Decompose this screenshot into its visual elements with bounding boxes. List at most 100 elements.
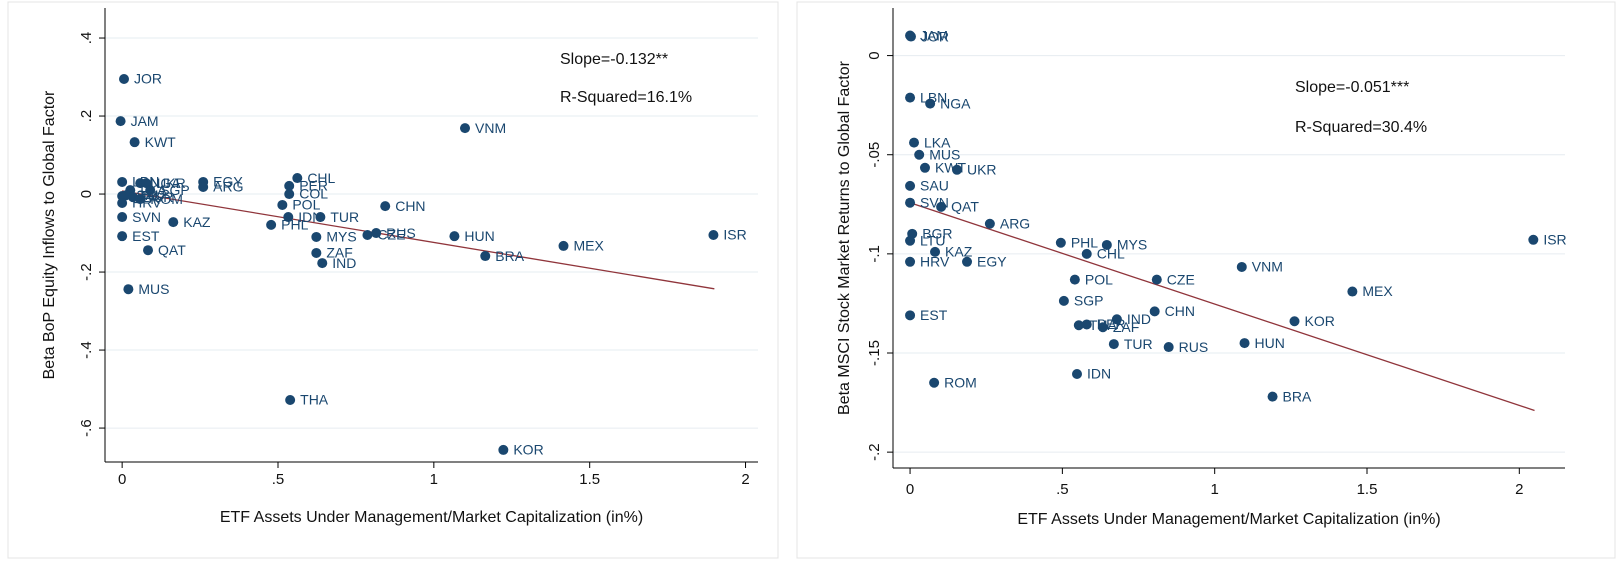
point bbox=[145, 185, 156, 196]
point bbox=[284, 180, 295, 191]
x-tick-label: .5 bbox=[1056, 481, 1069, 498]
point-label: COL bbox=[299, 186, 328, 202]
point bbox=[936, 201, 947, 212]
point-label: VNM bbox=[1252, 259, 1283, 275]
x-tick-label: 1 bbox=[430, 471, 438, 488]
point-label: BRA bbox=[1283, 388, 1312, 404]
point-label: IDN bbox=[1087, 366, 1111, 382]
point bbox=[449, 231, 460, 242]
point-label: SGP bbox=[160, 182, 190, 198]
point-label: JOR bbox=[921, 28, 949, 44]
point bbox=[115, 116, 126, 127]
y-tick-label: -.15 bbox=[866, 340, 883, 366]
fit-line bbox=[909, 202, 1535, 412]
point bbox=[914, 149, 925, 160]
point bbox=[266, 219, 277, 230]
point bbox=[1347, 286, 1358, 297]
point-label: HRV bbox=[132, 195, 162, 211]
annotation: R-Squared=16.1% bbox=[560, 89, 692, 106]
point-label: THA bbox=[300, 392, 329, 408]
point bbox=[905, 31, 916, 42]
point-label: SGP bbox=[1074, 293, 1104, 309]
point bbox=[1081, 248, 1092, 259]
point bbox=[117, 231, 128, 242]
point-label: NGA bbox=[940, 95, 971, 111]
point bbox=[1097, 322, 1108, 333]
point-label: JOR bbox=[134, 71, 162, 87]
x-tick-label: 0 bbox=[118, 471, 126, 488]
y-tick-label: -.4 bbox=[78, 341, 95, 359]
point bbox=[951, 164, 962, 175]
point bbox=[119, 73, 130, 84]
point bbox=[1101, 239, 1112, 250]
point bbox=[362, 230, 373, 240]
point bbox=[1073, 320, 1084, 331]
point bbox=[1071, 369, 1082, 380]
point-label: ROM bbox=[944, 374, 977, 390]
point bbox=[909, 137, 920, 148]
point bbox=[984, 218, 995, 229]
point bbox=[708, 230, 719, 240]
point bbox=[371, 228, 382, 239]
y-axis-title: Beta BoP Equity Inflows to Global Factor bbox=[41, 90, 58, 379]
point bbox=[117, 190, 128, 201]
point-label: JAM bbox=[920, 27, 948, 43]
point-label: HRV bbox=[920, 253, 950, 269]
point bbox=[135, 194, 146, 205]
point-label: JAM bbox=[131, 113, 159, 129]
point-label: MEX bbox=[1362, 283, 1393, 299]
y-tick-label: -.05 bbox=[866, 142, 883, 168]
point bbox=[1055, 237, 1066, 248]
point-label: CHL bbox=[307, 170, 335, 186]
point-label: POL bbox=[292, 197, 320, 213]
point-label: KWT bbox=[935, 160, 967, 176]
x-tick-label: .5 bbox=[272, 471, 285, 488]
point-label: BGR bbox=[922, 226, 952, 242]
point bbox=[1239, 338, 1250, 349]
point bbox=[317, 258, 328, 269]
point bbox=[123, 284, 134, 295]
point bbox=[315, 212, 326, 223]
point bbox=[1267, 391, 1278, 402]
point-label: TUR bbox=[330, 209, 359, 225]
point bbox=[905, 256, 916, 267]
x-tick-label: 1.5 bbox=[579, 471, 600, 488]
point bbox=[558, 240, 569, 251]
point bbox=[929, 377, 940, 388]
point-label: ZAF bbox=[1113, 319, 1139, 335]
point bbox=[919, 162, 930, 173]
x-tick-label: 2 bbox=[1515, 481, 1523, 498]
point bbox=[143, 245, 154, 256]
point-label: CHN bbox=[395, 198, 425, 214]
point-label: LKA bbox=[140, 182, 167, 198]
point-label: LKA bbox=[924, 134, 951, 150]
point bbox=[1163, 342, 1174, 353]
point-label: EST bbox=[920, 307, 948, 323]
point bbox=[168, 217, 179, 228]
point bbox=[905, 180, 916, 191]
point bbox=[292, 173, 303, 184]
point-label: KAZ bbox=[945, 244, 973, 260]
point-label: ARG bbox=[213, 179, 243, 195]
point bbox=[1081, 319, 1092, 330]
point bbox=[480, 251, 491, 262]
x-tick-label: 1.5 bbox=[1357, 481, 1378, 498]
point bbox=[285, 394, 296, 405]
y-tick-label: -.6 bbox=[78, 419, 95, 437]
right-panel bbox=[796, 1, 1616, 559]
point-label: CZE bbox=[377, 227, 405, 243]
point-label: KAZ bbox=[183, 214, 211, 230]
point bbox=[129, 137, 140, 148]
point bbox=[498, 444, 509, 455]
point bbox=[117, 198, 128, 209]
y-tick-label: -.2 bbox=[78, 263, 95, 281]
point-label: ZAF bbox=[326, 245, 352, 261]
point-label: ROM bbox=[150, 191, 183, 207]
point-label: BGR bbox=[143, 189, 173, 205]
annotation: R-Squared=30.4% bbox=[1295, 119, 1427, 136]
point-label: VNM bbox=[475, 120, 506, 136]
point bbox=[1236, 261, 1247, 272]
point-label: LTU bbox=[132, 188, 157, 204]
point-label: PHL bbox=[281, 217, 308, 233]
